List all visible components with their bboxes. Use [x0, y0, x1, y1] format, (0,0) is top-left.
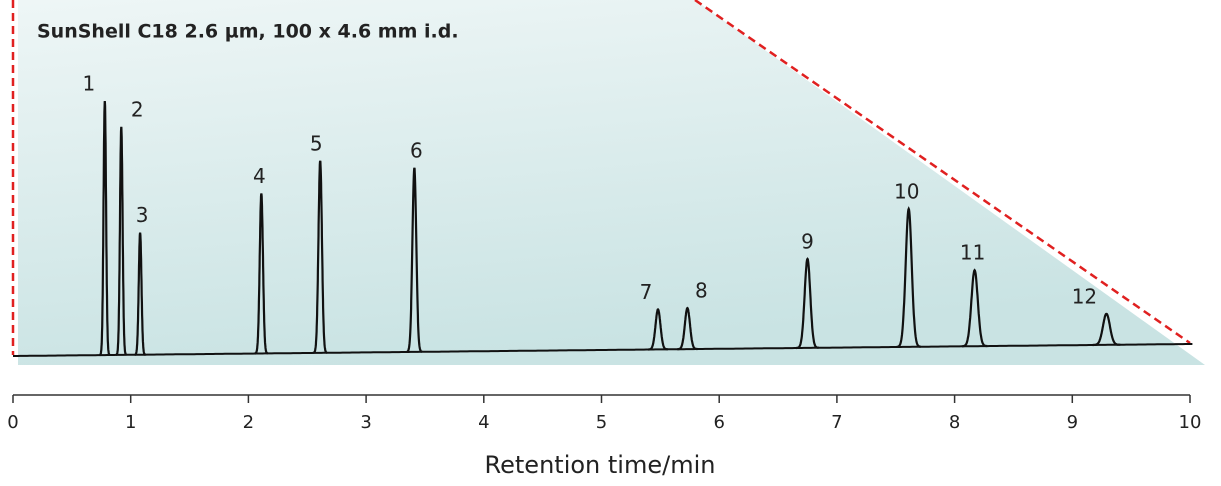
peak [677, 306, 698, 351]
x-tick-label: 9 [1067, 412, 1078, 433]
gradient-area [18, 0, 1205, 365]
peak [1092, 312, 1121, 347]
chart-title: SunShell C18 2.6 µm, 100 x 4.6 mm i.d. [37, 21, 459, 43]
peak-label: 5 [310, 131, 323, 155]
peak [896, 206, 921, 348]
x-tick-label: 4 [478, 412, 489, 433]
x-tick-label: 2 [243, 412, 254, 433]
x-tick-label: 8 [949, 412, 960, 433]
peak-label: 3 [136, 203, 149, 227]
peak [115, 126, 127, 356]
peak [406, 167, 423, 353]
peak [99, 101, 111, 357]
peak [648, 307, 668, 351]
peak-label: 10 [894, 179, 919, 203]
x-tick-label: 3 [360, 412, 371, 433]
gradient-line [694, 0, 1191, 345]
peak [796, 257, 820, 350]
baseline [13, 343, 1193, 357]
peak-label: 6 [410, 138, 423, 162]
x-tick-label: 10 [1179, 412, 1202, 433]
peak-label: 8 [695, 279, 708, 303]
x-tick-label: 5 [596, 412, 607, 433]
peak [254, 193, 269, 355]
peak-label: 9 [801, 229, 814, 253]
x-tick-label: 6 [713, 412, 724, 433]
peak [312, 160, 328, 354]
peak-label: 2 [131, 97, 144, 121]
peak [961, 268, 988, 348]
peak-label: 7 [640, 280, 653, 304]
peak-label: 4 [253, 164, 266, 188]
peak-label: 1 [82, 72, 95, 96]
peak [134, 232, 146, 356]
x-axis-title: Retention time/min [485, 451, 716, 479]
x-tick-label: 1 [125, 412, 136, 433]
peak-label: 11 [960, 241, 985, 265]
peak-label: 12 [1072, 284, 1097, 308]
x-tick-label: 0 [7, 412, 18, 433]
x-tick-label: 7 [831, 412, 842, 433]
